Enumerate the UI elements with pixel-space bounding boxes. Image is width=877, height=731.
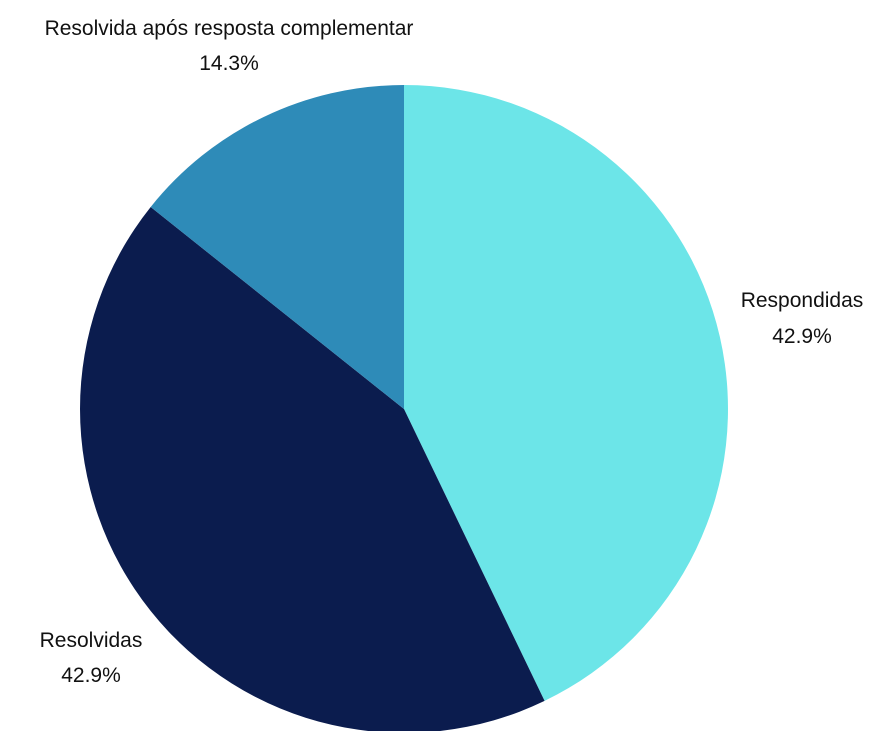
slice-name-label-resolvida-apos-resposta-complementar: Resolvida após resposta complementar xyxy=(45,17,414,40)
slice-name-label-respondidas: Respondidas xyxy=(741,289,864,312)
slice-value-label-respondidas: 42.9% xyxy=(772,325,832,348)
slice-labels: Respondidas 42.9% Resolvidas 42.9% Resolvida… xyxy=(40,17,864,687)
pie-slice-respondidas xyxy=(404,85,728,701)
slice-name-label-resolvidas: Resolvidas xyxy=(40,629,143,652)
pie-slices xyxy=(80,85,728,731)
pie-slice-resolvida-apos-resposta-complementar xyxy=(150,85,404,409)
pie-slice-resolvidas xyxy=(80,206,545,731)
slice-value-label-resolvidas: 42.9% xyxy=(61,664,121,687)
slice-value-label-resolvida-apos-resposta-complementar: 14.3% xyxy=(199,52,259,75)
